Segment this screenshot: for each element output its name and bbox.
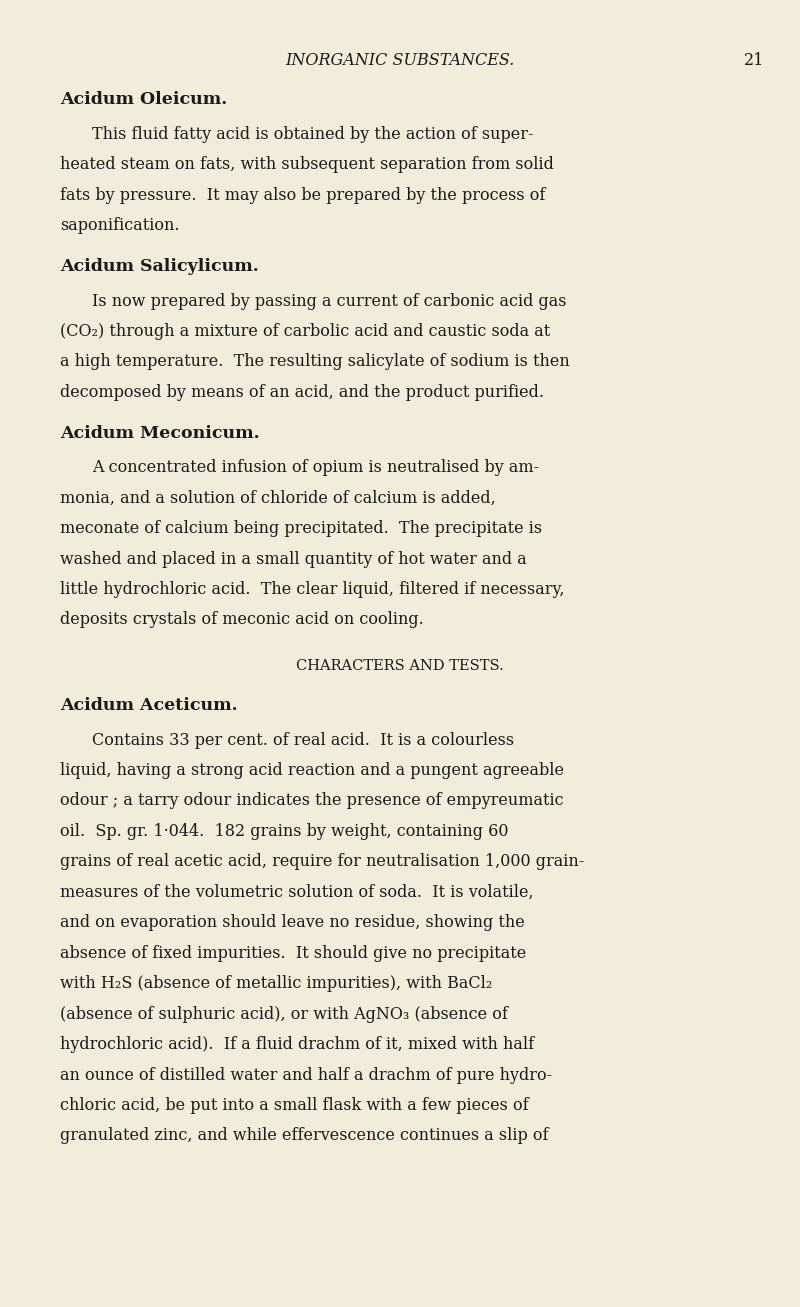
Text: measures of the volumetric solution of soda.  It is volatile,: measures of the volumetric solution of s… <box>60 884 534 901</box>
Text: Acidum Aceticum.: Acidum Aceticum. <box>60 697 238 714</box>
Text: an ounce of distilled water and half a drachm of pure hydro-: an ounce of distilled water and half a d… <box>60 1067 552 1084</box>
Text: liquid, having a strong acid reaction and a pungent agreeable: liquid, having a strong acid reaction an… <box>60 762 564 779</box>
Text: grains of real acetic acid, require for neutralisation 1,000 grain-: grains of real acetic acid, require for … <box>60 853 584 870</box>
Text: (CO₂) through a mixture of carbolic acid and caustic soda at: (CO₂) through a mixture of carbolic acid… <box>60 323 550 340</box>
Text: Acidum Oleicum.: Acidum Oleicum. <box>60 91 227 108</box>
Text: Is now prepared by passing a current of carbonic acid gas: Is now prepared by passing a current of … <box>92 293 566 310</box>
Text: heated steam on fats, with subsequent separation from solid: heated steam on fats, with subsequent se… <box>60 157 554 174</box>
Text: CHARACTERS AND TESTS.: CHARACTERS AND TESTS. <box>296 659 504 673</box>
Text: little hydrochloric acid.  The clear liquid, filtered if necessary,: little hydrochloric acid. The clear liqu… <box>60 580 565 599</box>
Text: and on evaporation should leave no residue, showing the: and on evaporation should leave no resid… <box>60 914 525 932</box>
Text: a high temperature.  The resulting salicylate of sodium is then: a high temperature. The resulting salicy… <box>60 353 570 370</box>
Text: washed and placed in a small quantity of hot water and a: washed and placed in a small quantity of… <box>60 550 526 567</box>
Text: granulated zinc, and while effervescence continues a slip of: granulated zinc, and while effervescence… <box>60 1128 549 1145</box>
Text: 21: 21 <box>744 52 764 69</box>
Text: hydrochloric acid).  If a fluid drachm of it, mixed with half: hydrochloric acid). If a fluid drachm of… <box>60 1036 534 1053</box>
Text: Acidum Meconicum.: Acidum Meconicum. <box>60 425 260 442</box>
Text: monia, and a solution of chloride of calcium is added,: monia, and a solution of chloride of cal… <box>60 490 496 507</box>
Text: INORGANIC SUBSTANCES.: INORGANIC SUBSTANCES. <box>286 52 514 69</box>
Text: Acidum Salicylicum.: Acidum Salicylicum. <box>60 259 258 276</box>
Text: (absence of sulphuric acid), or with AgNO₃ (absence of: (absence of sulphuric acid), or with AgN… <box>60 1005 508 1022</box>
Text: oil.  Sp. gr. 1·044.  182 grains by weight, containing 60: oil. Sp. gr. 1·044. 182 grains by weight… <box>60 823 509 840</box>
Text: This fluid fatty acid is obtained by the action of super-: This fluid fatty acid is obtained by the… <box>92 125 534 142</box>
Text: meconate of calcium being precipitated.  The precipitate is: meconate of calcium being precipitated. … <box>60 520 542 537</box>
Text: chloric acid, be put into a small flask with a few pieces of: chloric acid, be put into a small flask … <box>60 1097 529 1114</box>
Text: odour ; a tarry odour indicates the presence of empyreumatic: odour ; a tarry odour indicates the pres… <box>60 792 564 809</box>
Text: decomposed by means of an acid, and the product purified.: decomposed by means of an acid, and the … <box>60 384 544 401</box>
Text: A concentrated infusion of opium is neutralised by am-: A concentrated infusion of opium is neut… <box>92 459 539 476</box>
Text: Contains 33 per cent. of real acid.  It is a colourless: Contains 33 per cent. of real acid. It i… <box>92 732 514 749</box>
Text: absence of fixed impurities.  It should give no precipitate: absence of fixed impurities. It should g… <box>60 945 526 962</box>
Text: saponification.: saponification. <box>60 217 179 234</box>
Text: with H₂S (absence of metallic impurities), with BaCl₂: with H₂S (absence of metallic impurities… <box>60 975 492 992</box>
Text: fats by pressure.  It may also be prepared by the process of: fats by pressure. It may also be prepare… <box>60 187 546 204</box>
Text: deposits crystals of meconic acid on cooling.: deposits crystals of meconic acid on coo… <box>60 612 424 629</box>
